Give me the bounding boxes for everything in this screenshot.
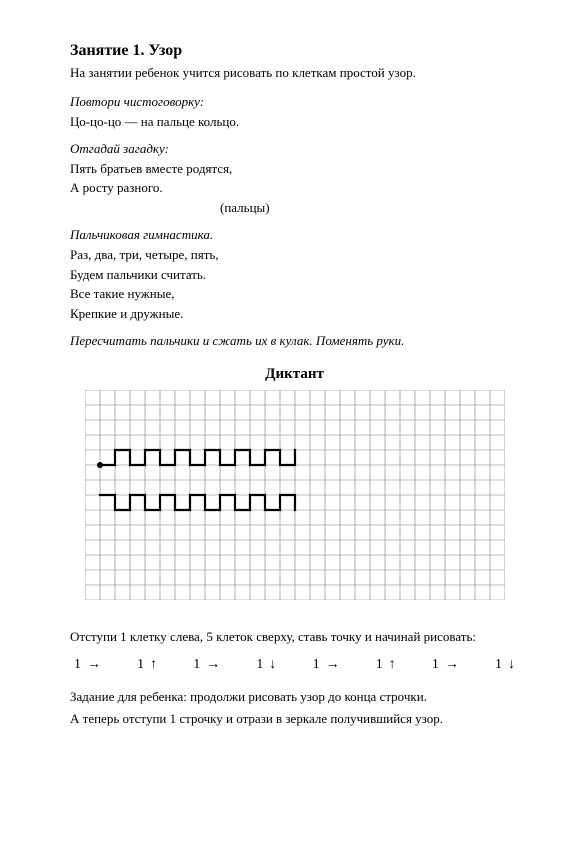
down-arrow-icon: ↓ — [269, 658, 276, 672]
section-3-line-4: Крепкие и дружные. — [70, 305, 519, 323]
lesson-title: Занятие 1. Узор — [70, 40, 519, 62]
instruction-text: Отступи 1 клетку слева, 5 клеток сверху,… — [70, 628, 519, 646]
grid-container — [70, 390, 519, 600]
right-arrow-icon: → — [326, 658, 340, 672]
up-arrow-icon: ↑ — [150, 658, 157, 672]
page: Занятие 1. Узор На занятии ребенок учитс… — [0, 0, 567, 850]
sequence-step: 1↓ — [256, 656, 276, 675]
right-arrow-icon: → — [445, 658, 459, 672]
diktant-title: Диктант — [70, 364, 519, 384]
section-3-line-1: Раз, два, три, четыре, пять, — [70, 246, 519, 264]
section-2-answer: (пальцы) — [220, 199, 519, 217]
sequence-step: 1↓ — [495, 656, 515, 675]
section-3-line-2: Будем пальчики считать. — [70, 266, 519, 284]
section-3-head: Пальчиковая гимнастика. — [70, 226, 519, 244]
sequence-step: 1→ — [74, 656, 101, 675]
grid-diagram — [85, 390, 505, 600]
right-arrow-icon: → — [206, 658, 220, 672]
section-2-line-2: А росту разного. — [70, 179, 519, 197]
section-2-line-1: Пять братьев вместе родятся, — [70, 160, 519, 178]
step-count: 1 — [256, 656, 263, 675]
sequence-step: 1→ — [313, 656, 340, 675]
down-arrow-icon: ↓ — [508, 658, 515, 672]
section-1-head: Повтори чистоговорку: — [70, 93, 519, 111]
task-line-2: А теперь отступи 1 строчку и отрази в зе… — [70, 710, 519, 728]
step-count: 1 — [74, 656, 81, 675]
section-2-head: Отгадай загадку: — [70, 140, 519, 158]
step-count: 1 — [193, 656, 200, 675]
task-line-1: Задание для ребенка: продолжи рисовать у… — [70, 688, 519, 706]
section-3-note: Пересчитать пальчики и сжать их в кулак.… — [70, 332, 519, 350]
step-count: 1 — [137, 656, 144, 675]
step-count: 1 — [313, 656, 320, 675]
lesson-subtitle: На занятии ребенок учится рисовать по кл… — [70, 64, 519, 82]
step-count: 1 — [495, 656, 502, 675]
sequence-step: 1↑ — [376, 656, 396, 675]
up-arrow-icon: ↑ — [389, 658, 396, 672]
sequence-step: 1→ — [193, 656, 220, 675]
step-count: 1 — [376, 656, 383, 675]
section-1-line: Цо-цо-цо — на пальце кольцо. — [70, 113, 519, 131]
direction-sequence: 1→1↑1→1↓1→1↑1→1↓ — [70, 656, 519, 675]
step-count: 1 — [432, 656, 439, 675]
right-arrow-icon: → — [87, 658, 101, 672]
sequence-step: 1→ — [432, 656, 459, 675]
sequence-step: 1↑ — [137, 656, 157, 675]
section-3-line-3: Все такие нужные, — [70, 285, 519, 303]
